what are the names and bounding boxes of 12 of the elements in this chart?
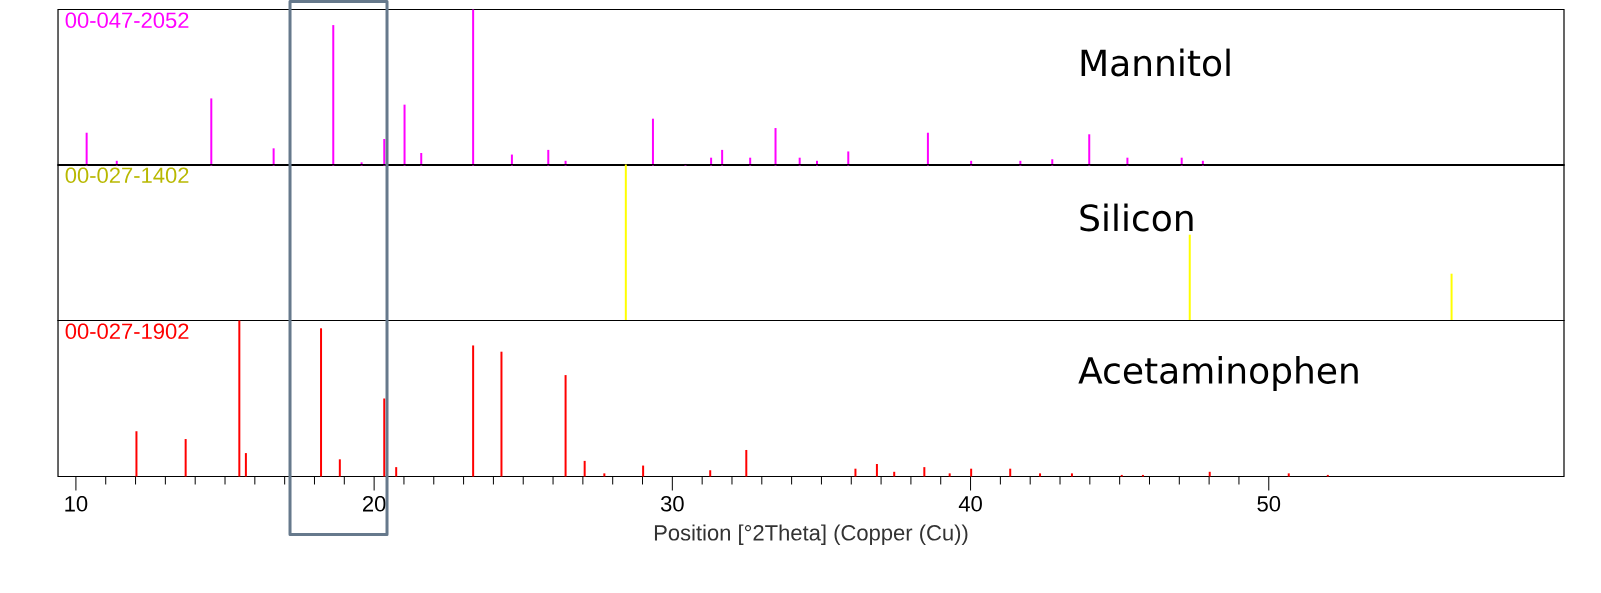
text: 00-047-2052 <box>65 12 189 28</box>
text: 00-027-1902 <box>65 323 189 339</box>
x-tick-label: 50 <box>1257 495 1281 512</box>
annotation: Mannitol <box>1081 48 1230 77</box>
text: 00-027-1402 <box>65 167 189 183</box>
annotation: Acetaminophen <box>1078 355 1358 391</box>
x-tick-label: 40 <box>958 495 982 512</box>
annotation: Silicon <box>1080 203 1193 232</box>
x-tick-label: 20 <box>363 495 386 512</box>
x-tick-label: 10 <box>65 495 88 512</box>
x-axis-title: Position [°2Theta] (Copper (Cu)) <box>654 524 968 545</box>
x-tick-label: 30 <box>660 495 684 512</box>
